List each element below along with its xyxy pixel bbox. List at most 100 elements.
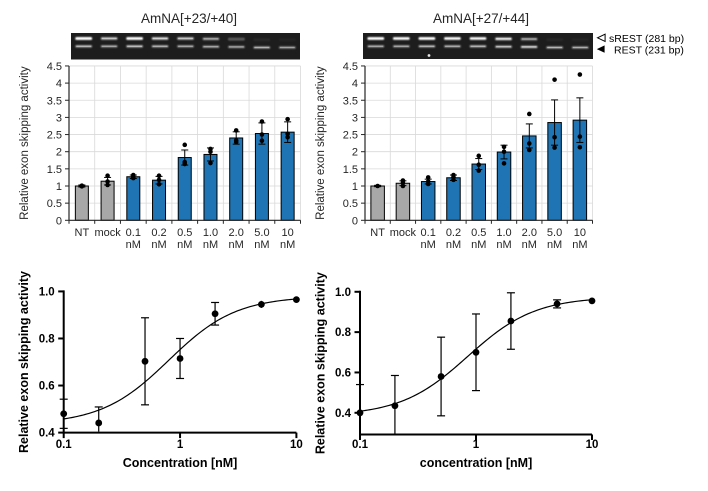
gel-band-srest-core [127,37,143,40]
data-point [257,300,265,308]
data-dot [105,179,110,184]
data-dot [476,168,482,173]
category-unit-label: nM [496,239,511,251]
gel-image [363,33,593,59]
gel-band-rest [392,45,410,48]
category-label: 2.0 [229,227,244,239]
data-dot [577,144,583,150]
gel-lane [443,37,461,48]
data-dot [425,179,431,184]
bar [126,176,141,221]
legend-label-rest: REST (231 bp) [614,44,684,56]
x-tick-label: 1 [473,439,480,451]
gel-band-srest [279,38,296,41]
y-tick-label: 2.5 [343,130,358,142]
x-tick-label: 10 [586,439,599,451]
category-label: 1.0 [496,227,511,239]
gel-legend: sREST (281 bp)REST (231 bp) [596,33,684,56]
y-tick-label: 1 [56,181,62,193]
data-dot [182,159,188,165]
category-label: 0.2 [446,227,461,239]
data-dot [400,178,406,183]
y-tick-label: 0.8 [335,327,352,339]
y-tick-label: 0.6 [335,367,351,379]
bar [74,185,89,221]
category-label: 10 [282,227,294,239]
category-unit-label: nM [280,239,295,251]
gel-lane [571,46,589,49]
category-label: 0.5 [177,227,192,239]
data-dot [577,134,583,139]
data-dot [552,77,557,82]
y-tick-label: 4.5 [47,61,62,73]
gel-band-rest-core [521,46,537,48]
y-tick-label: 1.5 [343,164,358,176]
bar [370,185,385,221]
category-label: mock [94,227,121,239]
gel-band-srest [520,37,538,41]
gel-band-srest-core [203,38,219,40]
panel-top-right-bar-chart: AmNA[+27/+44] sREST (281 bp)REST (231 bp)… [315,11,684,251]
gel-lane [520,37,538,49]
gel-lane [202,37,220,48]
category-label: 0.2 [151,227,166,239]
gel-band-rest [443,45,461,48]
gel-speck [427,54,431,57]
gel-band-srest [177,37,194,40]
category-label: 5.0 [254,227,269,239]
gel-band-rest-core [203,46,219,48]
data-point [211,310,219,318]
gel-band-srest-core [496,38,512,40]
replicate-dots [375,72,583,189]
y-tick-label: 0.5 [343,198,358,210]
y-tick-label: 1.0 [39,286,55,298]
category-label: 1.0 [203,227,218,239]
y-tick-label: 0 [352,215,358,227]
data-dot [259,138,265,144]
y-tick-label: 2.5 [47,130,62,142]
data-point [95,419,103,427]
gel-band-srest-core [76,37,92,40]
data-point [391,402,399,410]
category-unit-label: nM [229,239,244,251]
open-left-triangle-icon [596,33,606,43]
data-point [356,409,364,417]
gel-band-rest [571,46,589,49]
gel-lane [126,37,144,48]
gel-band-srest-core [152,37,168,40]
gel-lane [75,37,93,48]
data-dot [501,144,507,150]
gel-band-srest-core [419,37,435,40]
chart-title: AmNA[+27/+44] [433,11,529,26]
gel-lane [392,37,410,48]
gel-band-rest-core [76,45,92,47]
gel-lane [151,37,169,48]
data-dot [552,145,557,150]
gel-band-srest [546,38,564,42]
gel-band-rest-core [572,46,588,49]
panel-top-left-bar-chart: AmNA[+23/+40] 0 0.5 1 1.5 2 2.5 3 3.5 4 4.5 NT mock 0… [19,11,301,251]
data-dot [501,161,507,166]
category-unit-label: nM [547,239,562,251]
gel-band-rest [367,45,385,48]
gel-band-rest [177,45,194,48]
gel-band-srest-core [444,37,460,40]
gel-lane [100,37,118,48]
gel-band-rest [469,45,487,48]
y-tick-label: 2 [352,147,358,159]
y-tick-label: 0.4 [39,428,56,440]
gel-band-srest [227,37,245,41]
data-point [553,300,561,308]
category-unit-label: nM [177,239,192,251]
gel-lane [495,37,513,48]
gel-band-rest [202,45,220,48]
y-tick-label: 1.5 [47,164,62,176]
gel-band-rest-core [368,45,384,47]
category-label: 0.1 [421,227,436,239]
y-tick-label: 3.5 [343,95,358,107]
x-axis-title: Concentration [nM] [123,456,238,470]
gel-lane [546,38,564,49]
bars [74,131,295,221]
category-label: NT [75,227,90,239]
